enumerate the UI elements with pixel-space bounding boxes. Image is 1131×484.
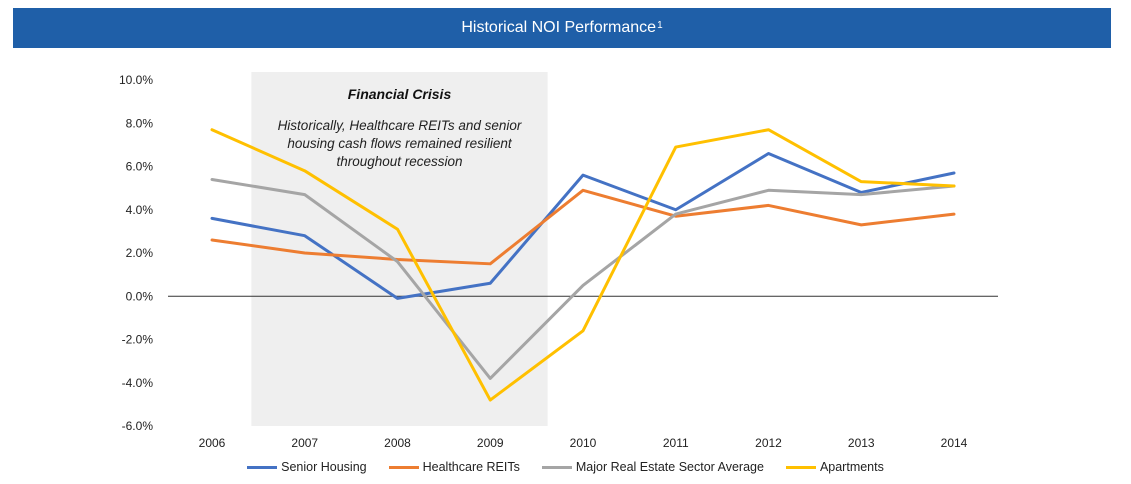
legend-item: Major Real Estate Sector Average (541, 460, 764, 474)
annotation-line: throughout recession (336, 154, 462, 169)
legend-swatch (388, 465, 419, 469)
x-tick-label: 2014 (941, 436, 968, 450)
chart-title: Historical NOI Performance (461, 19, 657, 36)
x-tick-label: 2007 (291, 436, 318, 450)
y-tick-label: 0.0% (126, 289, 154, 303)
crisis-shade-region (251, 72, 548, 426)
y-tick-label: 6.0% (126, 160, 154, 174)
legend-item: Apartments (785, 460, 884, 474)
y-tick-label: 2.0% (126, 246, 154, 260)
chart-title-bar: Historical NOI Performance 1 (13, 8, 1111, 48)
x-tick-label: 2012 (755, 436, 782, 450)
x-tick-label: 2008 (384, 436, 411, 450)
legend-label: Healthcare REITs (422, 460, 520, 474)
series-line-healthcare-reits (210, 188, 956, 266)
y-tick-label: -2.0% (122, 333, 154, 347)
x-tick-label: 2010 (570, 436, 597, 450)
series-line-major-real-estate-sector-average (210, 177, 956, 380)
annotation-line: Historically, Healthcare REITs and senio… (278, 118, 522, 133)
y-tick-label: 4.0% (126, 203, 154, 217)
annotation-title: Financial Crisis (348, 86, 452, 102)
x-tick-label: 2009 (477, 436, 504, 450)
line-chart: Financial Crisis Historically, Healthcare… (119, 72, 998, 450)
legend-swatch (541, 465, 572, 469)
x-tick-label: 2013 (848, 436, 875, 450)
y-tick-label: -6.0% (122, 419, 154, 433)
legend-label: Senior Housing (281, 460, 367, 474)
legend-label: Apartments (819, 460, 884, 474)
title-footnote-marker: 1 (657, 19, 663, 31)
legend-swatch (247, 465, 278, 469)
y-tick-label: 10.0% (119, 73, 153, 87)
legend-item: Healthcare REITs (388, 460, 520, 474)
y-tick-label: -4.0% (122, 376, 154, 390)
series-line-apartments (210, 128, 956, 402)
x-tick-label: 2011 (663, 436, 689, 450)
x-tick-label: 2006 (199, 436, 226, 450)
legend-swatch (785, 465, 816, 469)
legend-label: Major Real Estate Sector Average (575, 460, 764, 474)
annotation-line: housing cash flows remained resilient (287, 136, 513, 151)
y-tick-label: 8.0% (126, 116, 154, 130)
legend-item: Senior Housing (247, 460, 367, 474)
chart-legend: Senior Housing Healthcare REITs Major Real… (0, 460, 1131, 474)
